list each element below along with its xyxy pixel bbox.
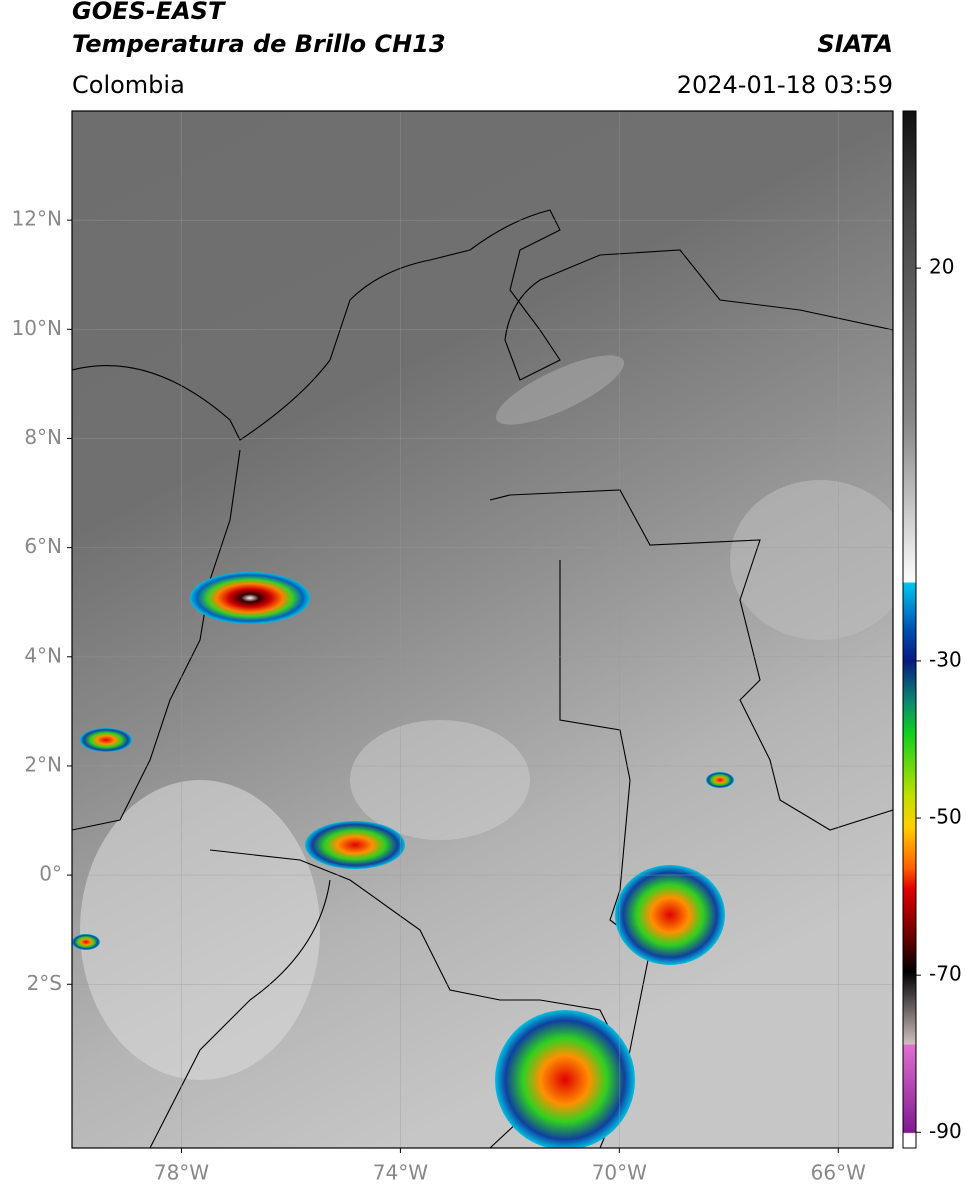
storm-cell bbox=[615, 865, 725, 965]
map-frame bbox=[71, 110, 894, 1149]
source: SIATA bbox=[817, 30, 893, 58]
colorbar-tick-label: 20 bbox=[929, 255, 954, 279]
colorbar-tick-label: -90 bbox=[929, 1119, 962, 1143]
lon-tick-label: 78°W bbox=[154, 1161, 209, 1185]
lon-tick-label: 66°W bbox=[811, 1161, 866, 1185]
storm-cell bbox=[80, 728, 132, 752]
lon-tick-label: 74°W bbox=[373, 1161, 428, 1185]
storm-cell bbox=[190, 572, 310, 624]
subtitle: Temperatura de Brillo CH13 bbox=[72, 30, 446, 58]
lat-tick-label: 2°S bbox=[27, 971, 62, 995]
lat-tick-label: 6°N bbox=[24, 534, 62, 558]
lat-tick-label: 8°N bbox=[24, 425, 62, 449]
lat-tick-label: 10°N bbox=[12, 316, 62, 340]
lat-tick-label: 4°N bbox=[24, 643, 62, 667]
region: Colombia bbox=[72, 71, 185, 99]
lat-tick-label: 12°N bbox=[12, 207, 62, 231]
map-image bbox=[72, 111, 893, 1148]
lat-tick-label: 0° bbox=[39, 862, 62, 886]
colorbar bbox=[902, 110, 917, 1149]
title: GOES-EAST bbox=[72, 0, 226, 25]
storm-cell bbox=[495, 1010, 635, 1148]
datetime: 2024-01-18 03:59 bbox=[677, 71, 893, 99]
lat-tick-label: 2°N bbox=[24, 752, 62, 776]
storm-cell bbox=[72, 934, 100, 950]
storm-cell bbox=[305, 821, 405, 869]
lon-tick-label: 70°W bbox=[592, 1161, 647, 1185]
colorbar-tick-label: -30 bbox=[929, 647, 962, 671]
storm-cell bbox=[706, 772, 734, 788]
colorbar-tick-label: -70 bbox=[929, 962, 962, 986]
colorbar-tick-label: -50 bbox=[929, 805, 962, 829]
graticule bbox=[72, 111, 893, 1148]
